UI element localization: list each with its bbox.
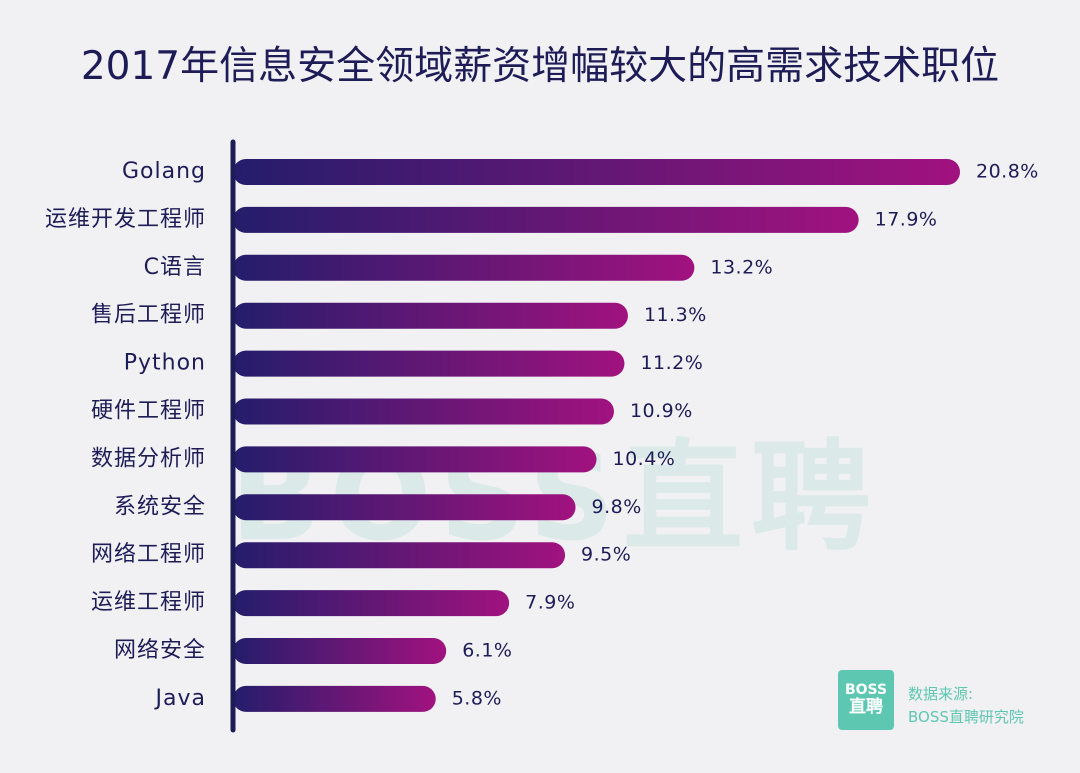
category-label-3: 售后工程师 xyxy=(91,303,206,328)
value-label-0: 20.8% xyxy=(976,161,1039,183)
value-label-10: 6.1% xyxy=(462,640,512,662)
bar-0 xyxy=(233,159,960,185)
logo-text-top: BOSS xyxy=(844,682,888,699)
value-label-9: 7.9% xyxy=(525,592,575,614)
category-label-4: Python xyxy=(124,351,206,376)
category-label-2: C语言 xyxy=(144,255,206,280)
bar-2 xyxy=(233,254,695,281)
bar-8 xyxy=(233,542,566,569)
category-label-10: 网络安全 xyxy=(114,638,206,663)
category-label-9: 运维工程师 xyxy=(91,590,206,615)
value-label-1: 17.9% xyxy=(875,208,938,230)
value-label-4: 11.2% xyxy=(640,352,703,374)
category-label-0: Golang xyxy=(122,159,206,184)
source-name: BOSS直聘研究院 xyxy=(908,708,1024,727)
bar-1 xyxy=(233,206,859,233)
chart-title: 2017年信息安全领域薪资增幅较大的高需求技术职位 xyxy=(80,44,1000,89)
bar-5 xyxy=(233,398,614,425)
category-label-7: 系统安全 xyxy=(114,494,206,519)
value-label-8: 9.5% xyxy=(581,544,631,566)
bar-3 xyxy=(233,302,628,329)
value-label-6: 10.4% xyxy=(613,448,676,470)
category-label-1: 运维开发工程师 xyxy=(45,207,206,232)
boss-logo: BOSS 直聘 xyxy=(838,670,894,730)
value-label-5: 10.9% xyxy=(630,400,693,422)
bar-11 xyxy=(233,685,436,712)
bar-6 xyxy=(233,446,597,473)
source-note: 数据来源: BOSS直聘研究院 xyxy=(908,683,1024,730)
bar-7 xyxy=(233,494,576,521)
value-label-7: 9.8% xyxy=(592,496,642,518)
bars-group xyxy=(233,159,960,712)
labels-group: Golang 20.8% 运维开发工程师 17.9% C语言 13.2% 售后工程师 11.3… xyxy=(45,159,1039,711)
value-label-2: 13.2% xyxy=(710,256,773,278)
bar-10 xyxy=(233,638,447,664)
value-label-3: 11.3% xyxy=(644,304,707,326)
value-label-11: 5.8% xyxy=(452,687,502,709)
category-label-8: 网络工程师 xyxy=(91,542,206,567)
bar-9 xyxy=(233,590,510,617)
bar-4 xyxy=(233,350,625,377)
category-label-11: Java xyxy=(154,686,206,711)
category-label-6: 数据分析师 xyxy=(91,446,206,471)
category-label-5: 硬件工程师 xyxy=(91,399,206,424)
logo-text-bottom: 直聘 xyxy=(849,697,883,718)
source-label: 数据来源: xyxy=(908,685,974,703)
